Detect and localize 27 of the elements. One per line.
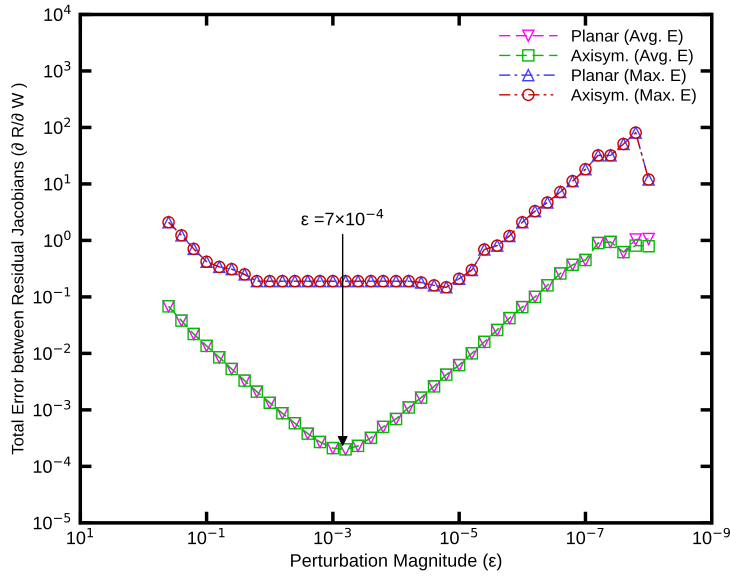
x-tick-label: 10$^{−5}$ [440, 528, 478, 544]
y-tick-label: 10$^{0}$ [44, 230, 71, 247]
legend-label: Planar (Avg. E) [572, 29, 683, 46]
y-tick-label: 10$^{4}$ [44, 4, 71, 22]
x-axis-title: Perturbation Magnitude (ε) [291, 554, 502, 570]
y-tick-label: 10$^{3}$ [44, 61, 70, 78]
y-axis-title: Total Error between Residual Jacobians (∂ R/∂ W ) [11, 84, 27, 454]
y-tick-label: 10$^{−5}$ [34, 513, 70, 530]
y-tick-label: 10$^{−1}$ [34, 287, 70, 304]
x-tick-label: 10$^{−7}$ [567, 528, 604, 544]
y-tick-label: 10$^{−4}$ [34, 456, 71, 473]
y-tick-label: 10$^{1}$ [44, 174, 70, 191]
y-tick-label: 10$^{−3}$ [34, 400, 70, 416]
x-tick-label: 10$^{−9}$ [693, 528, 730, 544]
legend-label: Planar (Max. E) [572, 68, 686, 84]
x-tick-label: 10$^{−3}$ [314, 528, 351, 544]
point [629, 239, 642, 252]
point [629, 233, 642, 246]
x-tick-label: 10$^{1}$ [67, 528, 93, 544]
y-tick-label: 10$^{2}$ [44, 118, 70, 134]
annotation: ε =7×10$^{−4}$ [301, 209, 384, 226]
y-tick-label: 10$^{−2}$ [34, 343, 70, 360]
point [642, 240, 655, 252]
legend-label: Axisym. (Avg. E) [570, 49, 693, 65]
legend-label: Axisym. (Max. E) [570, 88, 696, 104]
x-tick-label: 10$^{−1}$ [188, 528, 225, 544]
point [642, 232, 655, 246]
